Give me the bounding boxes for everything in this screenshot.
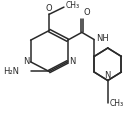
Text: N: N (23, 57, 29, 66)
Text: NH: NH (96, 34, 109, 43)
Text: CH₃: CH₃ (110, 99, 124, 108)
Text: CH₃: CH₃ (66, 1, 80, 10)
Text: O: O (84, 8, 90, 17)
Text: H₂N: H₂N (4, 67, 20, 76)
Text: N: N (69, 57, 76, 66)
Text: N: N (105, 71, 111, 80)
Text: O: O (46, 4, 52, 13)
